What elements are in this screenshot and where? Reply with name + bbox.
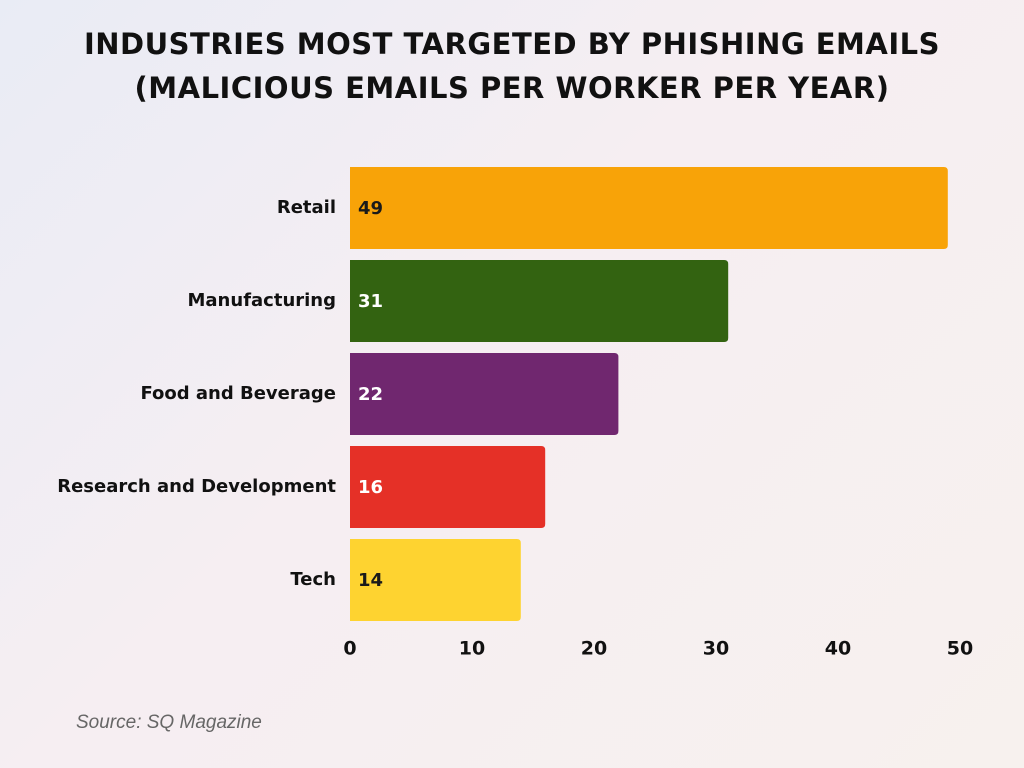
category-label: Research and Development — [57, 476, 336, 497]
chart-title: INDUSTRIES MOST TARGETED BY PHISHING EMA… — [0, 22, 1024, 110]
data-label: 22 — [358, 384, 383, 405]
category-label: Tech — [290, 569, 336, 590]
chart-title-line-1: INDUSTRIES MOST TARGETED BY PHISHING EMA… — [83, 27, 941, 61]
source-note: Source: SQ Magazine — [76, 712, 262, 733]
chart-title-line-2: (MALICIOUS EMAILS PER WORKER PER YEAR) — [134, 71, 890, 105]
x-tick-label: 10 — [459, 638, 485, 660]
category-label: Retail — [277, 197, 336, 218]
category-label: Manufacturing — [188, 290, 337, 311]
bar-manufacturing — [350, 260, 729, 342]
x-tick-label: 20 — [581, 638, 607, 660]
bar-tech — [350, 539, 521, 621]
bar-retail — [350, 167, 948, 249]
bar-research-and-development — [350, 446, 546, 528]
x-tick-label: 50 — [947, 638, 973, 660]
x-tick-label: 0 — [343, 638, 356, 660]
data-label: 14 — [358, 570, 383, 591]
data-label: 49 — [358, 198, 383, 219]
data-label: 16 — [358, 477, 383, 498]
bar-food-and-beverage — [350, 353, 619, 435]
x-tick-label: 30 — [703, 638, 729, 660]
x-tick-label: 40 — [825, 638, 851, 660]
data-label: 31 — [358, 291, 383, 312]
category-label: Food and Beverage — [140, 383, 336, 404]
